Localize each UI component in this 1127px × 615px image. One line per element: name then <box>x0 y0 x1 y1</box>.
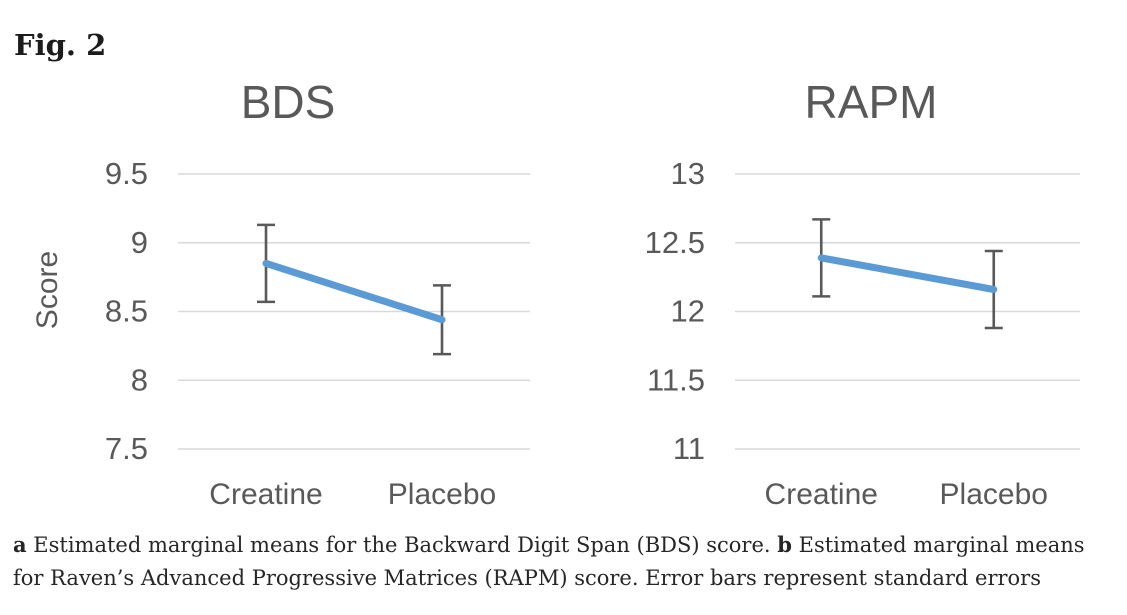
y-tick-label: 8.5 <box>105 294 148 329</box>
x-category-label: Creatine <box>209 478 322 511</box>
y-tick-label: 13 <box>671 156 705 191</box>
y-tick-label: 9 <box>131 225 148 260</box>
bds-chart: BDS Score 9.5 9 8.5 8 7.5 Creatine Placebo <box>30 68 545 513</box>
chart-canvas: BDS Score 9.5 9 8.5 8 7.5 Creatine Placebo <box>31 76 530 511</box>
x-category-label: Placebo <box>388 478 496 511</box>
rapm-chart: RAPM 13 12.5 12 11.5 11 Creatine Placebo <box>635 68 1100 513</box>
y-axis-title: Score <box>31 251 64 329</box>
y-tick-label: 12 <box>671 294 705 329</box>
chart-title: BDS <box>241 76 336 128</box>
x-category-label: Creatine <box>765 478 878 511</box>
y-tick-label: 12.5 <box>645 225 705 260</box>
figure-caption: a Estimated marginal means for the Backw… <box>13 528 1117 595</box>
figure-label: Fig. 2 <box>14 28 107 62</box>
caption-text: Estimated marginal means for the Backwar… <box>26 533 778 557</box>
y-tick-label: 11 <box>673 431 705 466</box>
y-tick-label: 8 <box>131 362 148 397</box>
chart-title: RAPM <box>805 76 938 128</box>
y-tick-label: 11.5 <box>647 362 705 397</box>
y-tick-label: 7.5 <box>105 431 148 466</box>
series-line <box>262 259 446 324</box>
caption-bold-marker: b <box>777 532 792 557</box>
y-tick-label: 9.5 <box>105 156 148 191</box>
chart-canvas: RAPM 13 12.5 12 11.5 11 Creatine Placebo <box>645 76 1080 511</box>
x-category-label: Placebo <box>940 478 1048 511</box>
series-line <box>817 254 998 293</box>
caption-bold-marker: a <box>13 532 27 557</box>
caption-text: Estimated marginal means for Raven’s Adv… <box>13 533 1085 590</box>
